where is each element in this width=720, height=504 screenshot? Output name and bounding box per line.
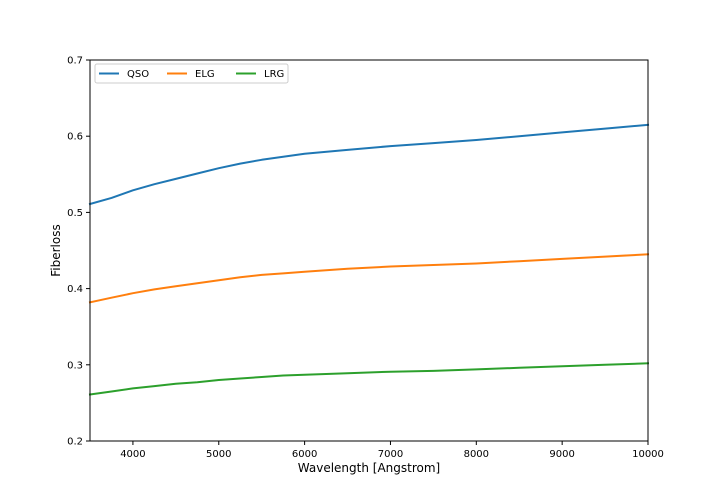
legend: QSO ELG LRG bbox=[94, 63, 289, 84]
x-axis: 4000 5000 6000 7000 8000 9000 10000 bbox=[120, 441, 664, 460]
legend-label-lrg: LRG bbox=[264, 69, 284, 80]
series-line-elg bbox=[88, 253, 650, 304]
y-tick-label: 0.7 bbox=[67, 56, 83, 67]
y-tick-label: 0.6 bbox=[67, 132, 83, 143]
legend-label-qso: QSO bbox=[127, 69, 149, 80]
series-layer bbox=[88, 123, 650, 396]
y-axis: 0.2 0.3 0.4 0.5 0.6 0.7 bbox=[67, 56, 90, 448]
legend-box bbox=[94, 63, 289, 84]
x-axis-label: Wavelength [Angstrom] bbox=[298, 461, 440, 475]
plot-frame bbox=[89, 59, 649, 442]
y-tick-label: 0.3 bbox=[67, 360, 83, 371]
series-line-lrg bbox=[88, 362, 650, 396]
x-tick-label: 6000 bbox=[292, 449, 317, 460]
x-tick-label: 4000 bbox=[120, 449, 145, 460]
y-tick-label: 0.5 bbox=[67, 208, 83, 219]
x-tick-label: 7000 bbox=[378, 449, 403, 460]
y-tick-label: 0.2 bbox=[67, 437, 83, 448]
x-tick-label: 9000 bbox=[549, 449, 574, 460]
x-tick-label: 5000 bbox=[206, 449, 231, 460]
y-axis-label: Fiberloss bbox=[49, 224, 63, 276]
y-tick-label: 0.4 bbox=[67, 284, 83, 295]
series-line-qso bbox=[88, 123, 650, 206]
x-tick-label: 10000 bbox=[632, 449, 664, 460]
x-tick-label: 8000 bbox=[464, 449, 489, 460]
legend-label-elg: ELG bbox=[195, 69, 215, 80]
